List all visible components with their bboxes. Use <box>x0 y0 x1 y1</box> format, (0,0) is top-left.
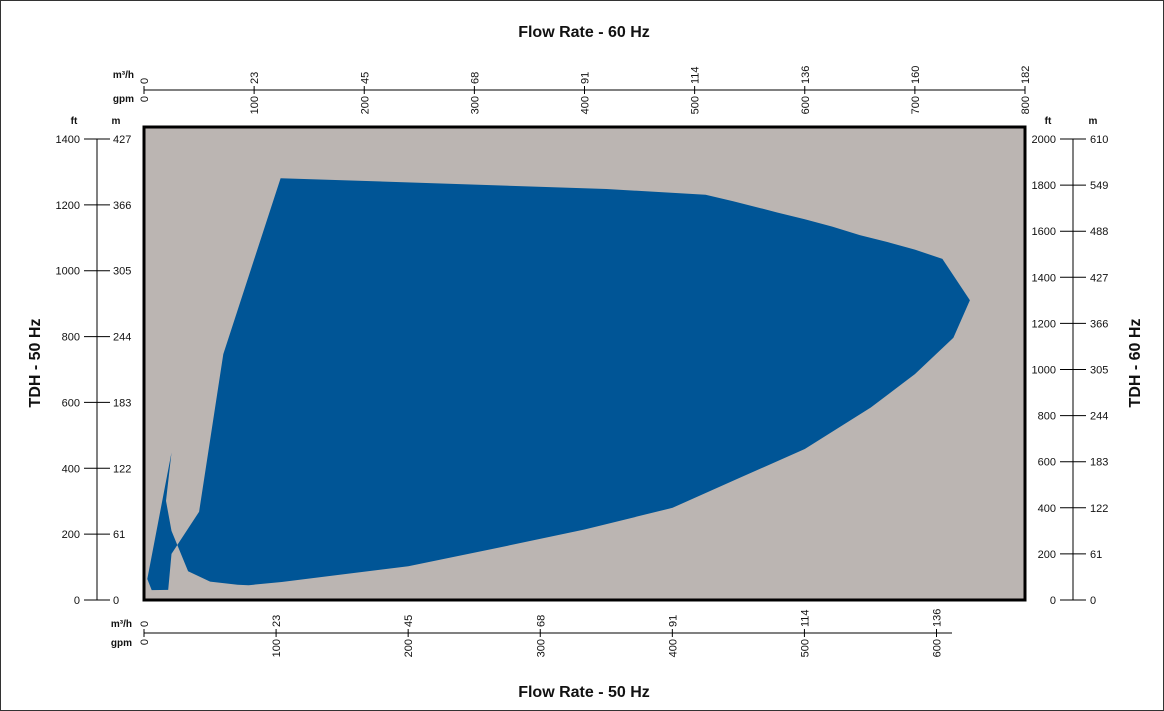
left-m-tick-label: 305 <box>113 266 131 278</box>
right-ft-tick-label: 600 <box>1038 457 1056 469</box>
right-ft-tick-label: 800 <box>1038 411 1056 423</box>
top-gpm-tick-label: 200 <box>359 96 371 114</box>
right-m-tick-label: 122 <box>1090 503 1108 515</box>
left-ft-tick-label: 200 <box>62 529 80 541</box>
right-ft-unit: ft <box>1045 116 1052 127</box>
left-ft-tick-label: 800 <box>62 332 80 344</box>
right-ft-tick-label: 1000 <box>1032 365 1056 377</box>
bottom-m3h-tick-label: 68 <box>535 615 547 627</box>
top-gpm-unit: gpm <box>113 94 134 105</box>
left-m-tick-label: 366 <box>113 200 131 212</box>
right-ft-tick-label: 400 <box>1038 503 1056 515</box>
top-axis-ticks: 0 0 23 100 45 200 68 300 91 400 114 500 136 600 160 700… <box>139 66 1032 115</box>
left-m-unit: m <box>112 116 121 127</box>
right-m-tick-label: 610 <box>1090 134 1108 146</box>
bottom-m3h-tick-label: 0 <box>139 621 151 627</box>
top-m3h-tick-label: 68 <box>469 72 481 84</box>
bottom-axis-title: Flow Rate - 50 Hz <box>518 684 650 701</box>
left-ft-tick-label: 1000 <box>56 266 80 278</box>
top-m3h-tick-label: 182 <box>1020 66 1032 84</box>
left-m-tick-label: 61 <box>113 529 125 541</box>
top-gpm-tick-label: 100 <box>249 96 261 114</box>
bottom-m3h-tick-label: 114 <box>799 609 811 627</box>
right-m-unit: m <box>1089 116 1098 127</box>
left-axis-title: TDH - 50 Hz <box>27 319 44 408</box>
bottom-gpm-tick-label: 200 <box>403 639 415 657</box>
right-m-tick-label: 0 <box>1090 595 1096 607</box>
right-ft-tick-label: 1200 <box>1032 318 1056 330</box>
right-ft-tick-label: 1600 <box>1032 226 1056 238</box>
bottom-gpm-tick-label: 500 <box>799 639 811 657</box>
left-m-tick-label: 427 <box>113 134 131 146</box>
bottom-gpm-tick-label: 0 <box>139 639 151 645</box>
right-ft-tick-label: 200 <box>1038 549 1056 561</box>
right-ft-tick-label: 1800 <box>1032 180 1056 192</box>
right-ft-tick-label: 0 <box>1050 595 1056 607</box>
top-m3h-tick-label: 45 <box>359 72 371 84</box>
plot-frame <box>142 125 1027 602</box>
bottom-gpm-unit: gpm <box>111 638 132 649</box>
top-gpm-tick-label: 300 <box>469 96 481 114</box>
left-axis-ticks: 0 0 200 61 400 122 600 183 800 244 1000 305 1200 366 1… <box>56 134 132 607</box>
right-ft-tick-label: 1400 <box>1032 272 1056 284</box>
bottom-gpm-tick-label: 400 <box>667 639 679 657</box>
left-ft-unit: ft <box>71 116 78 127</box>
bottom-m3h-unit: m³/h <box>111 619 132 630</box>
operating-range-region <box>147 178 970 591</box>
bottom-m3h-tick-label: 45 <box>403 615 415 627</box>
top-m3h-tick-label: 136 <box>800 66 812 84</box>
top-m3h-tick-label: 160 <box>910 66 922 84</box>
right-axis-title: TDH - 60 Hz <box>1127 319 1144 408</box>
right-m-tick-label: 488 <box>1090 226 1108 238</box>
left-m-tick-label: 183 <box>113 397 131 409</box>
top-m3h-tick-label: 23 <box>249 72 261 84</box>
top-m3h-unit: m³/h <box>113 70 134 81</box>
top-gpm-tick-label: 800 <box>1020 96 1032 114</box>
top-m3h-tick-label: 0 <box>139 78 151 84</box>
top-m3h-tick-label: 91 <box>580 72 592 84</box>
top-axis-title: Flow Rate - 60 Hz <box>518 24 650 41</box>
bottom-gpm-tick-label: 100 <box>271 639 283 657</box>
left-ft-tick-label: 1200 <box>56 200 80 212</box>
top-gpm-tick-label: 500 <box>690 96 702 114</box>
bottom-m3h-tick-label: 136 <box>932 609 944 627</box>
top-gpm-tick-label: 700 <box>910 96 922 114</box>
bottom-gpm-tick-label: 300 <box>535 639 547 657</box>
left-ft-tick-label: 0 <box>74 595 80 607</box>
right-m-tick-label: 183 <box>1090 457 1108 469</box>
left-m-tick-label: 122 <box>113 463 131 475</box>
right-axis-ticks: 0 0 200 61 400 122 600 183 800 244 1000 305 1200 366 1… <box>1032 134 1109 607</box>
right-m-tick-label: 244 <box>1090 411 1108 423</box>
bottom-gpm-tick-label: 600 <box>932 639 944 657</box>
bottom-m3h-tick-label: 91 <box>667 615 679 627</box>
right-m-tick-label: 427 <box>1090 272 1108 284</box>
right-m-tick-label: 305 <box>1090 365 1108 377</box>
right-ft-tick-label: 2000 <box>1032 134 1056 146</box>
left-m-tick-label: 0 <box>113 595 119 607</box>
right-m-tick-label: 61 <box>1090 549 1102 561</box>
bottom-m3h-tick-label: 23 <box>271 615 283 627</box>
top-gpm-tick-label: 0 <box>139 96 151 102</box>
left-ft-tick-label: 1400 <box>56 134 80 146</box>
left-ft-tick-label: 600 <box>62 397 80 409</box>
top-gpm-tick-label: 600 <box>800 96 812 114</box>
bottom-axis-ticks: 0 0 23 100 45 200 68 300 91 400 114 500 136 600 <box>139 609 944 658</box>
left-ft-tick-label: 400 <box>62 463 80 475</box>
right-m-tick-label: 549 <box>1090 180 1108 192</box>
right-m-tick-label: 366 <box>1090 318 1108 330</box>
left-m-tick-label: 244 <box>113 332 131 344</box>
top-m3h-tick-label: 114 <box>690 66 702 84</box>
top-gpm-tick-label: 400 <box>580 96 592 114</box>
